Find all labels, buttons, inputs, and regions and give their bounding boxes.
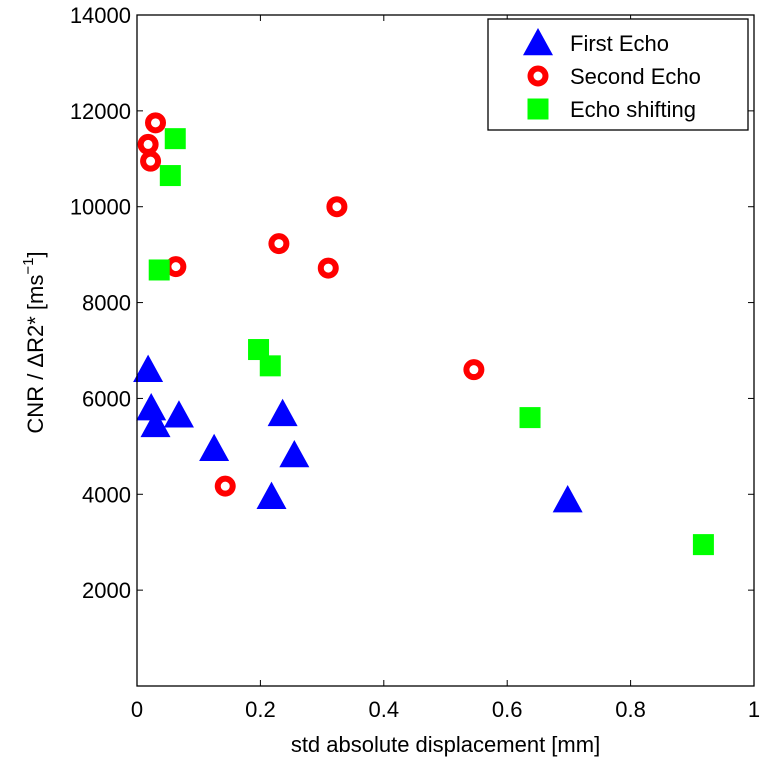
legend: First Echo Second Echo Echo shifting [487,18,749,131]
legend-label: Second Echo [570,64,701,89]
data-point-ring [317,257,339,279]
series-ring [137,112,485,497]
x-tick-label: 1 [748,697,760,722]
data-point-triangle [136,393,167,421]
axis-ticks: 0 0.2 0.4 0.6 0.8 120004000600080001000012000… [70,3,760,722]
data-point-square [164,128,186,150]
legend-label: First Echo [570,31,669,56]
y-tick-label: 14000 [70,3,131,28]
data-point-triangle [256,481,287,509]
data-marks [133,112,714,556]
y-tick-label: 4000 [82,482,131,507]
data-point-ring [140,150,162,172]
data-point-triangle [279,439,310,468]
y-tick-label: 6000 [82,386,131,411]
data-point-ring [326,196,348,218]
data-point-triangle [163,400,194,428]
data-point-square [519,407,541,429]
data-point-square [159,165,181,187]
y-tick-label: 10000 [70,195,131,220]
x-tick-label: 0.2 [245,697,276,722]
data-point-triangle [140,409,171,438]
data-point-ring [214,475,236,497]
data-point-square [692,534,714,556]
data-point-square [248,339,270,361]
series-triangle [133,354,583,513]
x-tick-label: 0.4 [369,697,400,722]
data-point-ring [137,133,159,155]
series-square [148,128,714,556]
legend-marker-ring [527,65,549,87]
data-point-square [148,259,170,281]
data-point-ring [165,256,187,278]
data-point-square [259,355,281,377]
legend-marker-square [527,98,549,120]
x-axis-label: std absolute displacement [mm] [291,732,600,757]
y-axis-label: CNR / ΔR2* [ms−1] [20,251,48,433]
data-point-ring [463,359,485,381]
data-point-triangle [267,398,298,427]
y-axis-label-main: CNR / ΔR2* [ms [23,275,48,434]
y-tick-label: 2000 [82,578,131,603]
x-tick-label: 0 [131,697,143,722]
legend-marker-triangle [523,28,553,56]
data-point-ring [145,112,167,134]
legend-label: Echo shifting [570,97,696,122]
y-tick-label: 8000 [82,291,131,316]
data-point-triangle [552,485,583,513]
y-tick-label: 12000 [70,99,131,124]
x-tick-label: 0.6 [492,697,523,722]
y-axis-label-superscript: −1 [20,258,37,275]
data-point-triangle [133,354,164,382]
x-tick-label: 0.8 [615,697,646,722]
data-point-ring [268,233,290,255]
plot-area-frame [136,14,755,687]
y-axis-label-suffix: ] [23,251,48,257]
data-point-triangle [199,433,230,462]
